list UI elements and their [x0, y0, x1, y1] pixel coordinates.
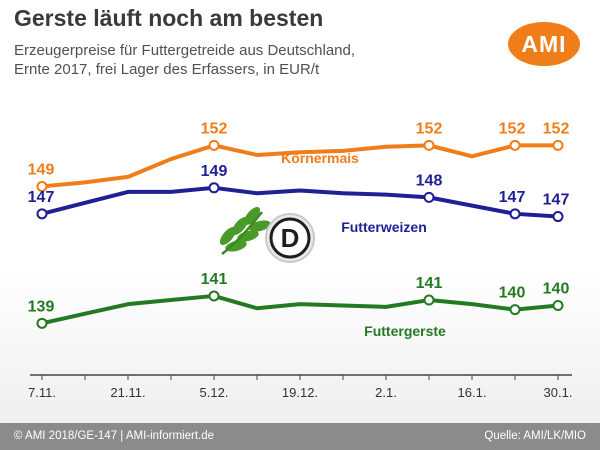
data-point-koernermais [509, 139, 521, 151]
data-label-koernermais: 152 [543, 120, 570, 137]
x-tick-label: 30.1. [544, 385, 573, 400]
series-line-koernermais [41, 143, 558, 189]
data-point-futterweizen [509, 208, 521, 220]
subtitle-line-1: Erzeugerpreise für Futtergetreide aus De… [14, 42, 356, 59]
x-tick-label: 5.12. [200, 385, 229, 400]
data-point-futterweizen [208, 182, 220, 194]
series-name-koernermais: Körnermais [281, 150, 359, 166]
data-label-futtergerste: 140 [543, 281, 570, 298]
data-point-futtergerste [552, 300, 564, 312]
subtitle-line-2: Ernte 2017, frei Lager des Erfassers, in… [14, 61, 320, 78]
data-point-futtergerste [36, 317, 48, 329]
data-label-futterweizen: 149 [201, 163, 228, 180]
x-tick-label: 16.1. [458, 385, 487, 400]
x-tick-label: 2.1. [375, 385, 397, 400]
data-point-koernermais [36, 180, 48, 192]
data-label-koernermais: 152 [416, 120, 443, 137]
series-line-futtergerste [41, 293, 559, 326]
data-label-futterweizen: 147 [28, 189, 55, 206]
data-point-futtergerste [208, 290, 220, 302]
series-name-futterweizen: Futterweizen [341, 219, 427, 235]
data-point-futtergerste [423, 294, 435, 306]
data-label-futtergerste: 141 [416, 275, 443, 292]
data-label-koernermais: 152 [201, 120, 228, 137]
data-label-futterweizen: 147 [499, 189, 526, 206]
data-point-futtergerste [509, 304, 521, 316]
footer-copyright: © AMI 2018/GE-147 | AMI-informiert.de [14, 430, 215, 442]
data-point-futterweizen [36, 208, 48, 220]
footer-bar: © AMI 2018/GE-147 | AMI-informiert.de Qu… [0, 423, 600, 450]
chart-subtitle: Erzeugerpreise für Futtergetreide aus De… [14, 41, 355, 79]
series-name-futtergerste: Futtergerste [364, 323, 446, 339]
germany-grain-emblem-icon: D [219, 206, 315, 263]
footer-source: Quelle: AMI/LK/MIO [484, 430, 586, 442]
data-point-koernermais [423, 139, 435, 151]
ami-logo: AMI [508, 22, 580, 66]
data-point-koernermais [208, 139, 220, 151]
series-futterweizen: 147 149 148 147 147 Futterweizen [28, 163, 570, 235]
series-line-futterweizen [41, 185, 559, 219]
x-tick-label: 21.11. [110, 385, 145, 400]
data-label-futtergerste: 141 [201, 271, 228, 288]
data-label-koernermais: 149 [28, 161, 55, 178]
data-label-futtergerste: 139 [28, 298, 55, 315]
data-point-koernermais [552, 139, 564, 151]
data-label-futtergerste: 140 [499, 285, 526, 302]
data-label-futterweizen: 148 [416, 172, 443, 189]
x-tick-label: 7.11. [28, 385, 56, 400]
data-point-futterweizen [423, 191, 435, 203]
chart-title: Gerste läuft noch am besten [14, 5, 324, 31]
series-koernermais: 149 152 152 152 152 Körnermais [28, 120, 570, 192]
x-tick-label: 19.12. [282, 385, 318, 400]
series-futtergerste: 139 141 141 140 140 Futtergerste [28, 271, 570, 339]
data-label-koernermais: 152 [499, 120, 526, 137]
data-label-futterweizen: 147 [543, 192, 570, 209]
emblem-letter: D [281, 223, 300, 253]
data-point-futterweizen [552, 211, 564, 223]
